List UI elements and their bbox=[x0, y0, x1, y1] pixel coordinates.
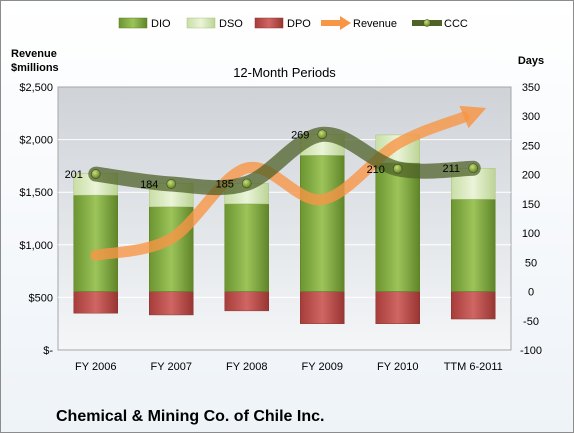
x-tick-label: TTM 6-2011 bbox=[444, 361, 503, 373]
legend-item-dpo: DPO bbox=[254, 17, 311, 30]
y-right-tick-label: -100 bbox=[520, 345, 542, 357]
ccc-point bbox=[166, 179, 177, 189]
bar-dpo-fy-2008 bbox=[224, 291, 269, 312]
legend-label: CCC bbox=[444, 18, 468, 30]
ccc-data-label: 201 bbox=[65, 169, 83, 181]
bar-dio-fy-2008 bbox=[224, 203, 269, 292]
y-right-axis-title: Days bbox=[518, 55, 544, 67]
y-right-tick-label: 350 bbox=[522, 82, 540, 94]
legend-swatch bbox=[186, 17, 216, 29]
y-right-tick-label: -50 bbox=[523, 316, 539, 328]
bar-dpo-fy-2009 bbox=[300, 291, 345, 324]
bar-dio-fy-2006 bbox=[73, 194, 118, 292]
legend-label: DSO bbox=[219, 18, 243, 30]
bar-dpo-fy-2010 bbox=[375, 291, 420, 324]
y-right-tick-label: 50 bbox=[525, 257, 537, 269]
bar-dio-fy-2010 bbox=[375, 162, 420, 292]
x-tick-label: FY 2010 bbox=[377, 361, 418, 373]
tick-labels: $- $500 $1,000 $1,500 $2,000 $2,500 -100 -50 0 50… bbox=[19, 82, 542, 373]
ccc-data-label: 185 bbox=[216, 178, 234, 190]
bar-dpo-ttm-6-2011 bbox=[451, 291, 496, 320]
company-name: Chemical & Mining Co. of Chile Inc. bbox=[56, 408, 324, 425]
ccc-point bbox=[90, 169, 101, 179]
legend-label: DPO bbox=[287, 18, 311, 30]
y-left-tick-label: $500 bbox=[29, 292, 53, 304]
lines: 201 184 185 269 210 211 bbox=[65, 105, 487, 261]
legend: DIO DSO DPO Revenue CCC bbox=[118, 16, 468, 30]
y-right-tick-label: 200 bbox=[522, 170, 540, 182]
y-left-tick-label: $2,500 bbox=[19, 82, 53, 94]
y-right-tick-label: 0 bbox=[528, 287, 534, 299]
legend-label: Revenue bbox=[353, 18, 397, 30]
legend-swatch bbox=[254, 17, 284, 29]
x-tick-label: FY 2009 bbox=[302, 361, 343, 373]
legend-item-dso: DSO bbox=[186, 17, 243, 30]
legend-arrowhead bbox=[340, 16, 351, 30]
legend-item-dio: DIO bbox=[118, 17, 171, 30]
y-right-tick-label: 100 bbox=[522, 228, 540, 240]
x-tick-label: FY 2006 bbox=[75, 361, 116, 373]
bar-dio-ttm-6-2011 bbox=[451, 198, 496, 292]
ccc-data-label: 269 bbox=[291, 129, 309, 141]
bar-dpo-fy-2007 bbox=[149, 291, 194, 316]
y-left-tick-label: $1,500 bbox=[19, 187, 53, 199]
bar-dio-fy-2009 bbox=[300, 155, 345, 292]
y-left-tick-label: $1,000 bbox=[19, 240, 53, 252]
y-right-tick-label: 300 bbox=[522, 111, 540, 123]
legend-swatch bbox=[118, 17, 148, 29]
x-tick-label: FY 2007 bbox=[151, 361, 192, 373]
chart-title: 12-Month Periods bbox=[233, 65, 336, 80]
axis-titles: Revenue $millions Days bbox=[11, 48, 544, 74]
bars bbox=[73, 134, 496, 324]
y-left-axis-title: $millions bbox=[11, 62, 59, 74]
revenue-arrowhead bbox=[459, 105, 487, 129]
ccc-point bbox=[241, 178, 252, 189]
gridlines bbox=[58, 139, 511, 298]
revenue-line bbox=[90, 111, 470, 261]
legend-item-revenue: Revenue bbox=[321, 16, 397, 30]
legend-marker bbox=[423, 19, 431, 27]
ccc-point bbox=[468, 163, 479, 174]
x-tick-label: FY 2008 bbox=[226, 361, 267, 373]
y-left-tick-label: $- bbox=[43, 345, 53, 357]
y-right-tick-label: 150 bbox=[522, 199, 540, 211]
y-left-tick-label: $2,000 bbox=[19, 135, 53, 147]
ccc-point bbox=[317, 129, 328, 140]
ccc-data-label: 210 bbox=[367, 164, 385, 176]
bar-dpo-fy-2006 bbox=[73, 291, 118, 314]
legend-item-ccc: CCC bbox=[412, 18, 468, 30]
y-right-tick-label: 250 bbox=[522, 140, 540, 152]
ccc-data-label: 184 bbox=[140, 179, 158, 191]
y-left-axis-title: Revenue bbox=[11, 48, 57, 60]
ccc-point bbox=[392, 164, 403, 174]
ccc-data-label: 211 bbox=[442, 163, 460, 175]
legend-label: DIO bbox=[151, 18, 171, 30]
